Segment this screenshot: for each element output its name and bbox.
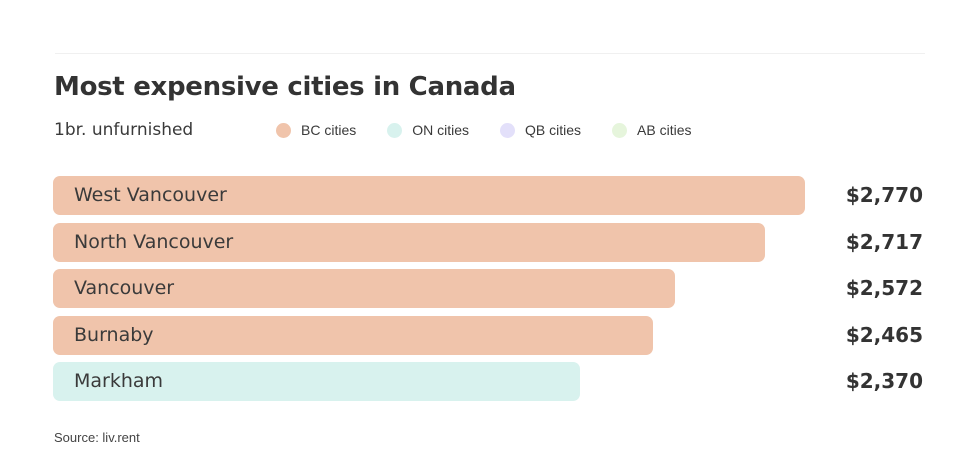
bar: [53, 316, 653, 355]
bar-value-label: $2,572: [845, 276, 923, 300]
bar-value-label: $2,770: [845, 183, 923, 207]
bar-value-label: $2,717: [845, 230, 923, 254]
legend-item-on: ON cities: [387, 122, 469, 138]
legend-item-bc: BC cities: [276, 122, 356, 138]
legend-dot-icon: [276, 122, 291, 138]
bar-value-label: $2,370: [845, 369, 923, 393]
bar: [53, 269, 675, 308]
legend: BC cities ON cities QB cities AB cities: [276, 122, 723, 138]
bar: [53, 176, 805, 215]
legend-item-ab: AB cities: [612, 122, 692, 138]
legend-label: AB cities: [637, 122, 692, 138]
legend-dot-icon: [387, 122, 403, 138]
legend-item-qb: QB cities: [500, 122, 581, 138]
bar-row: Burnaby $2,465: [53, 316, 933, 355]
bar-row: Vancouver $2,572: [53, 269, 933, 308]
bar-value-label: $2,465: [845, 323, 923, 347]
top-divider: [55, 53, 925, 54]
bar-row: North Vancouver $2,717: [53, 223, 933, 262]
bar: [53, 223, 765, 262]
source-note: Source: liv.rent: [54, 430, 140, 445]
chart-title: Most expensive cities in Canada: [54, 72, 516, 102]
bar-city-label: Markham: [74, 370, 164, 392]
bar-city-label: Vancouver: [74, 277, 175, 299]
bar-city-label: West Vancouver: [74, 184, 227, 206]
bar-city-label: North Vancouver: [74, 231, 234, 253]
bar-row: West Vancouver $2,770: [53, 176, 933, 215]
legend-label: BC cities: [301, 122, 357, 138]
legend-label: QB cities: [525, 122, 582, 138]
legend-label: ON cities: [412, 122, 470, 138]
chart-subtitle: 1br. unfurnished: [54, 120, 194, 140]
bar-city-label: Burnaby: [74, 324, 154, 346]
legend-dot-icon: [612, 122, 628, 138]
legend-dot-icon: [500, 122, 516, 138]
bar: [53, 362, 580, 401]
bar-row: Markham $2,370: [53, 362, 933, 401]
